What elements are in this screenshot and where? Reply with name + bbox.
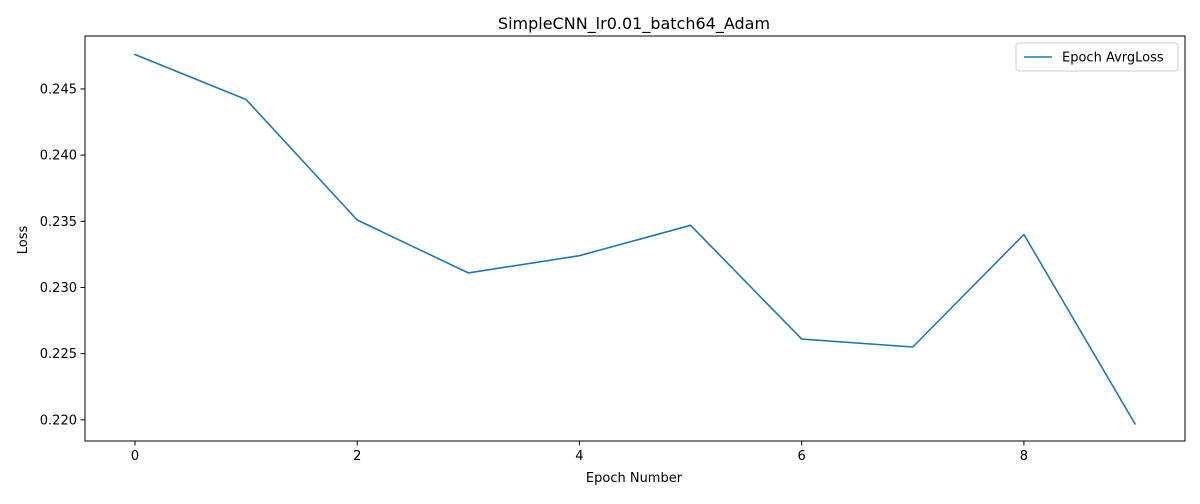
x-axis: 0 2 4 6 8 — [131, 441, 1028, 464]
y-tick-label: 0.235 — [40, 215, 77, 230]
x-tick-label: 8 — [1020, 449, 1028, 464]
legend-label: Epoch AvrgLoss — [1062, 51, 1164, 66]
legend-box — [1015, 42, 1179, 72]
x-axis-label: Epoch Number — [586, 471, 683, 486]
x-tick-label: 0 — [131, 449, 139, 464]
legend: Epoch AvrgLoss — [1015, 42, 1179, 72]
plot-area — [84, 35, 1186, 442]
x-tick-label: 4 — [575, 449, 583, 464]
x-tick-label: 2 — [353, 449, 361, 464]
y-tick-label: 0.230 — [40, 281, 77, 296]
y-axis-label: Loss — [16, 226, 31, 255]
y-tick-label: 0.220 — [40, 413, 77, 428]
x-tick-label: 6 — [798, 449, 806, 464]
y-tick-label: 0.225 — [40, 347, 77, 362]
y-axis: 0.220 0.225 0.230 0.235 0.240 0.245 — [40, 82, 85, 428]
y-tick-label: 0.240 — [40, 149, 77, 164]
series-line-epoch-avrgloss — [133, 53, 1137, 425]
chart-title: SimpleCNN_lr0.01_batch64_Adam — [498, 14, 770, 34]
y-tick-label: 0.245 — [40, 82, 77, 97]
